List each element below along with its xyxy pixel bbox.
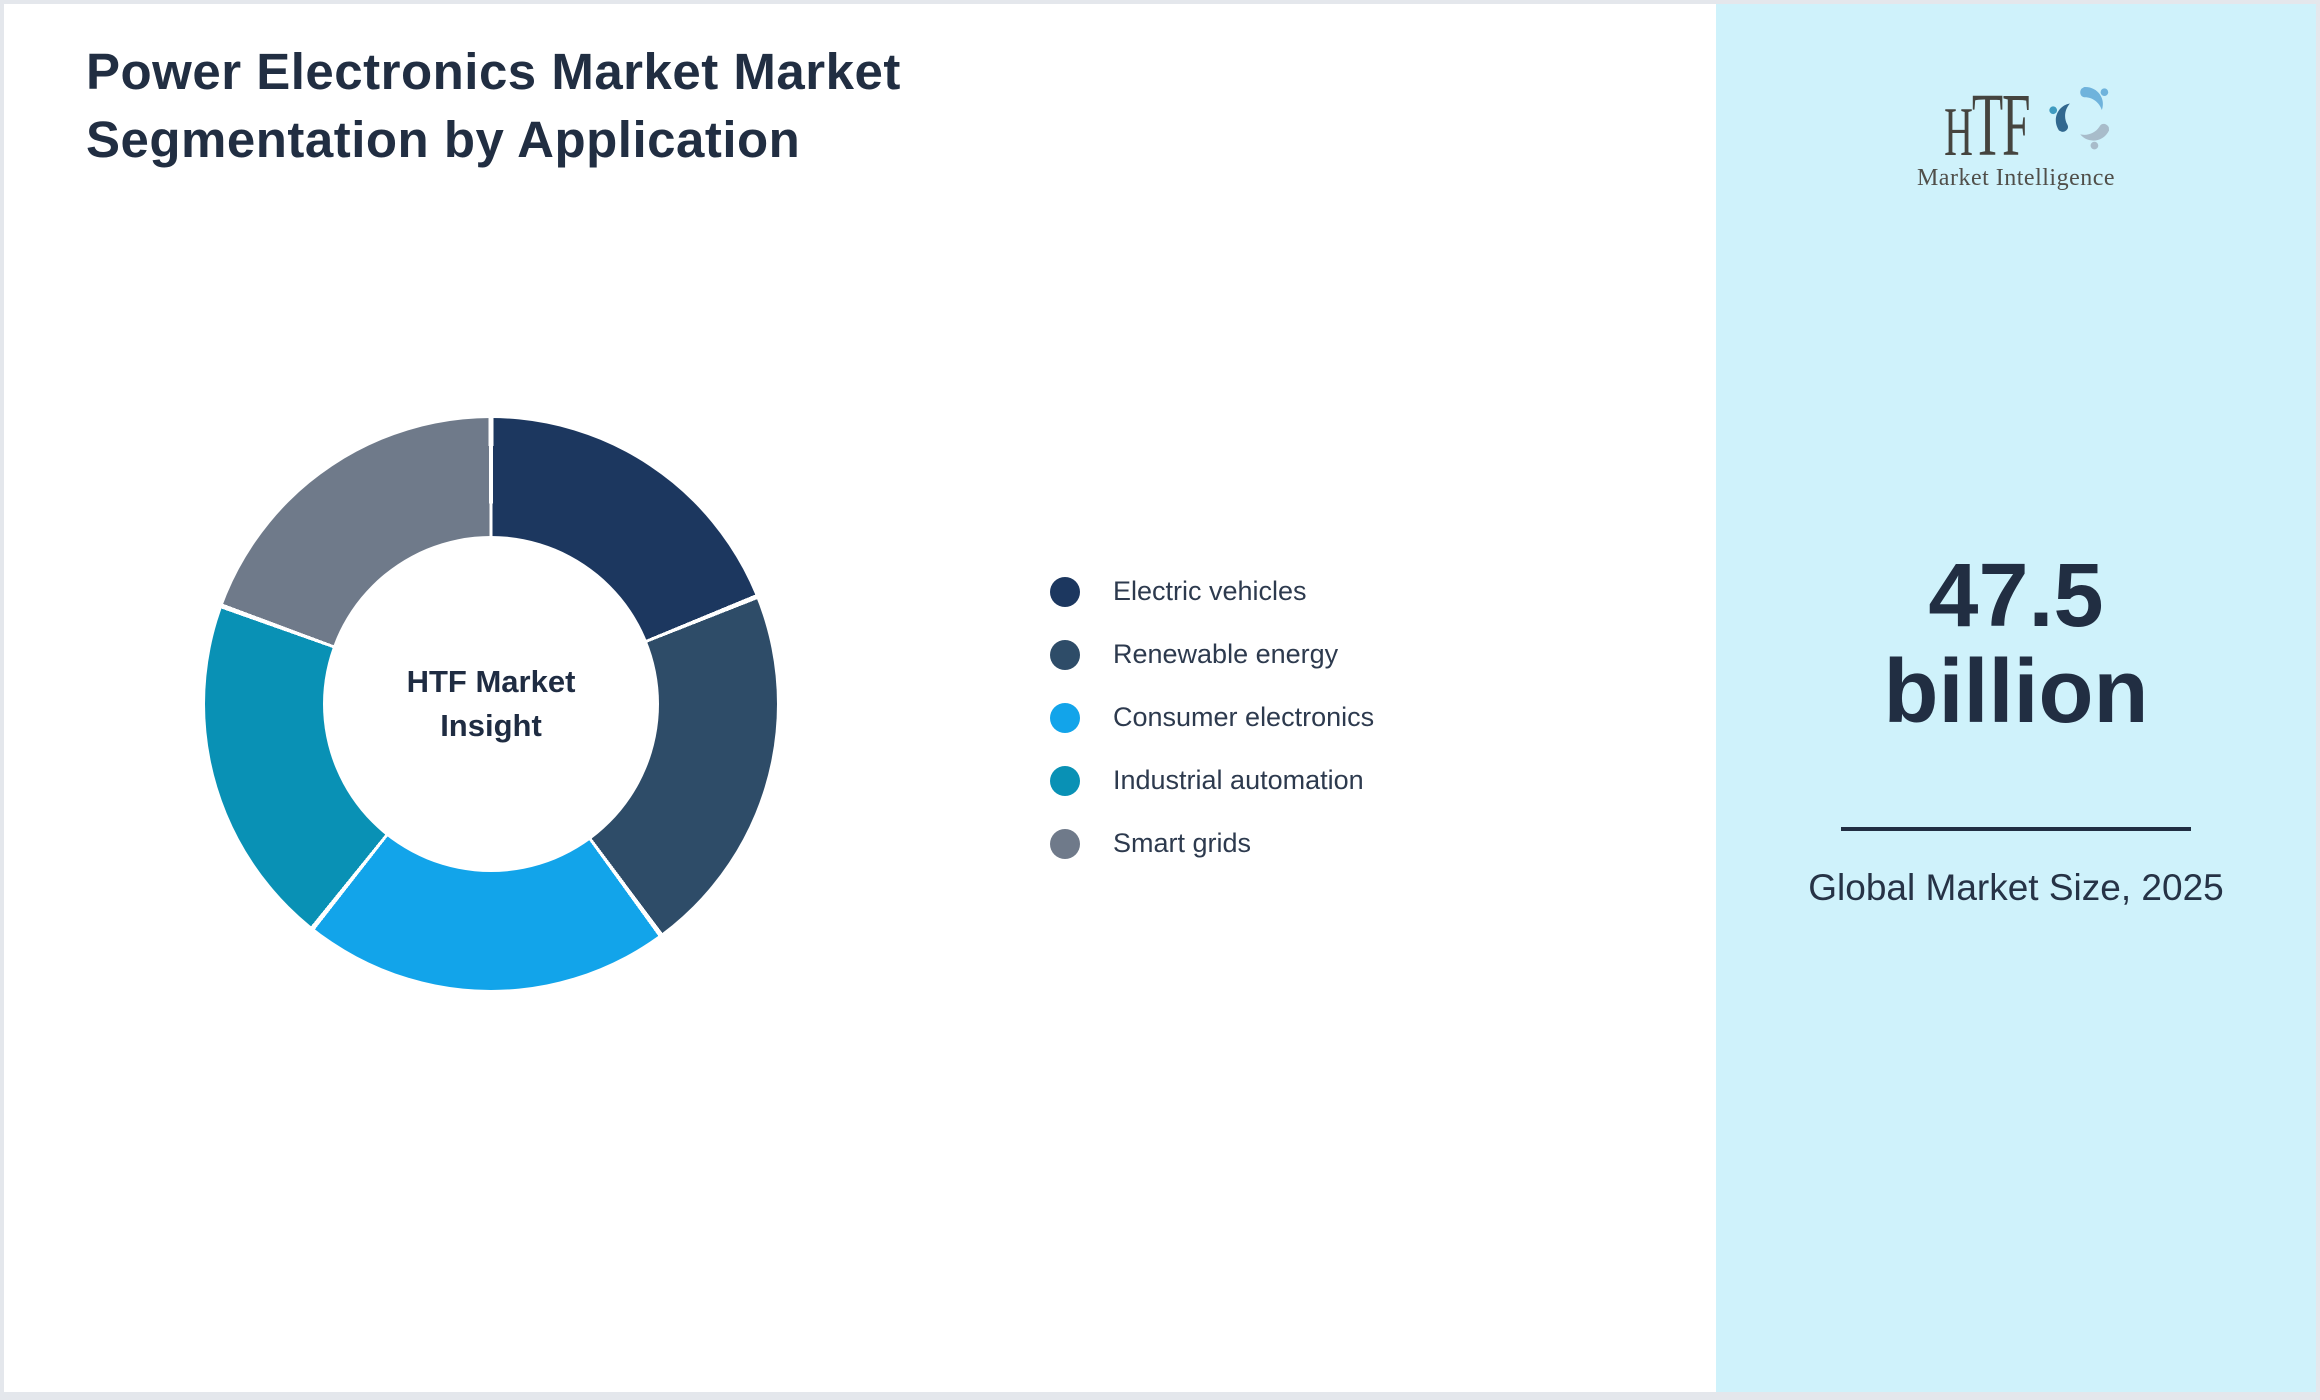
chart-legend: Electric vehicles Renewable energy Consu… xyxy=(1050,560,1374,875)
sidebar: HTF xyxy=(1716,4,2316,1392)
htf-logo-text-h: H xyxy=(1944,93,1973,171)
page-frame: Power Electronics Market Market Segmenta… xyxy=(4,4,2316,1392)
legend-row: Renewable energy xyxy=(1050,623,1374,686)
donut-hole: HTF Market Insight xyxy=(323,536,659,872)
htf-logo: HTF xyxy=(1716,80,2316,192)
page-title-line1: Power Electronics Market Market xyxy=(86,43,901,100)
main-panel: Power Electronics Market Market Segmenta… xyxy=(4,4,1716,1392)
legend-swatch xyxy=(1050,576,1080,607)
legend-swatch xyxy=(1050,765,1080,796)
htf-logo-subtext: Market Intelligence xyxy=(1916,165,2116,191)
market-size: 47.5 billion xyxy=(1716,548,2316,741)
market-size-unit: billion xyxy=(1883,642,2149,743)
market-size-caption: Global Market Size, 2025 xyxy=(1808,867,2224,908)
legend-row: Industrial automation xyxy=(1050,749,1374,812)
legend-swatch xyxy=(1050,828,1080,859)
legend-label: Electric vehicles xyxy=(1113,576,1307,606)
htf-logo-top: HTF xyxy=(1912,80,2120,170)
legend-label: Renewable energy xyxy=(1113,639,1339,669)
dolphin-swirl-icon xyxy=(2048,82,2120,155)
legend-swatch xyxy=(1050,702,1080,733)
page-title-line2: Segmentation by Application xyxy=(86,110,801,168)
legend-row: Consumer electronics xyxy=(1050,686,1374,749)
htf-logo-text: HTF xyxy=(1944,80,2030,170)
legend-label: Industrial automation xyxy=(1113,765,1364,795)
legend-row: Smart grids xyxy=(1050,812,1374,875)
market-size-value: 47.5 xyxy=(1928,546,2104,646)
legend-row: Electric vehicles xyxy=(1050,560,1374,623)
donut-center-label: HTF Market Insight xyxy=(406,663,576,743)
legend-label: Smart grids xyxy=(1113,828,1252,858)
htf-logo-text-tf: TF xyxy=(1972,75,2031,175)
caption-wrap: Global Market Size, 2025 xyxy=(1716,862,2316,913)
divider-line xyxy=(1841,827,2191,831)
page-title: Power Electronics Market Market Segmenta… xyxy=(86,38,1086,174)
legend-label: Consumer electronics xyxy=(1113,702,1375,732)
legend-swatch xyxy=(1050,639,1080,670)
donut-chart: HTF Market Insight xyxy=(205,418,777,990)
